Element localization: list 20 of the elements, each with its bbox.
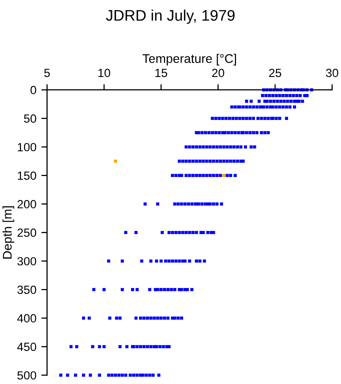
x-tick-label: 20 bbox=[212, 68, 224, 78]
x-tick-label: 5 bbox=[44, 68, 50, 78]
x-axis-title: Temperature [°C] bbox=[142, 54, 236, 66]
x-tick-label: 15 bbox=[155, 68, 168, 78]
y-tick-label: 150 bbox=[18, 171, 36, 180]
y-axis-title: Depth [m] bbox=[2, 206, 14, 259]
y-tick-label: 0 bbox=[30, 86, 36, 94]
chart-title: JDRD in July, 1979 bbox=[106, 10, 235, 24]
y-tick-label: 250 bbox=[18, 228, 36, 237]
y-tick-label: 50 bbox=[24, 114, 36, 123]
y-tick-label: 500 bbox=[17, 371, 36, 380]
y-tick-label: 350 bbox=[17, 286, 36, 294]
y-tick-label: 400 bbox=[17, 314, 36, 322]
x-tick-label: 25 bbox=[269, 68, 282, 78]
y-tick-label: 100 bbox=[18, 142, 36, 152]
x-tick-label: 10 bbox=[98, 68, 110, 78]
y-tick-label: 450 bbox=[17, 342, 36, 352]
x-tick-label: 30 bbox=[326, 68, 338, 78]
y-tick-label: 200 bbox=[18, 200, 36, 208]
y-tick-label: 300 bbox=[17, 257, 36, 266]
